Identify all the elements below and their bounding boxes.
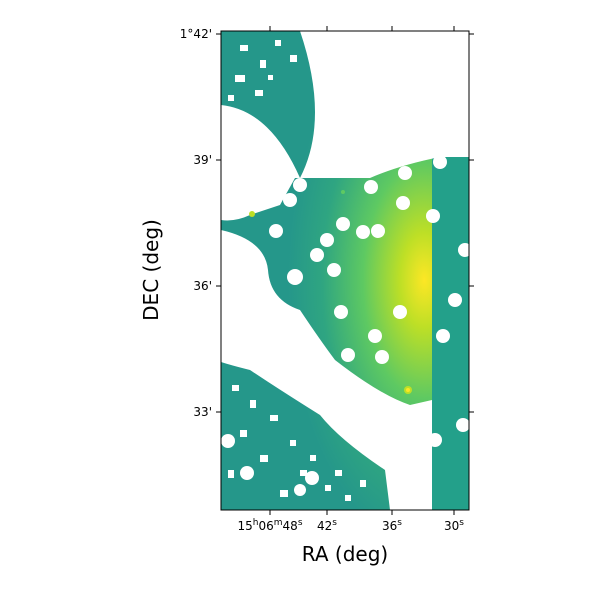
y-axis-title: DEC (deg) [139,219,163,321]
x-tick-marks [269,26,455,515]
y-tick-label: 39' [193,153,212,167]
x-axis-title: RA (deg) [302,542,388,566]
x-tick-label: 42s [317,518,337,533]
x-tick-label: 15h06m48s [237,518,302,533]
x-tick-label: 30s [444,518,464,533]
point-sources [249,190,412,394]
y-tick-marks [216,33,474,413]
masked-stars [221,155,469,496]
y-tick-label: 1°42' [180,27,212,41]
masked-regions [221,31,469,510]
image-area [221,31,469,510]
x-tick-label: 36s [382,518,402,533]
y-tick-label: 36' [193,279,212,293]
plot-frame [220,30,470,511]
y-tick-label: 33' [193,405,212,419]
